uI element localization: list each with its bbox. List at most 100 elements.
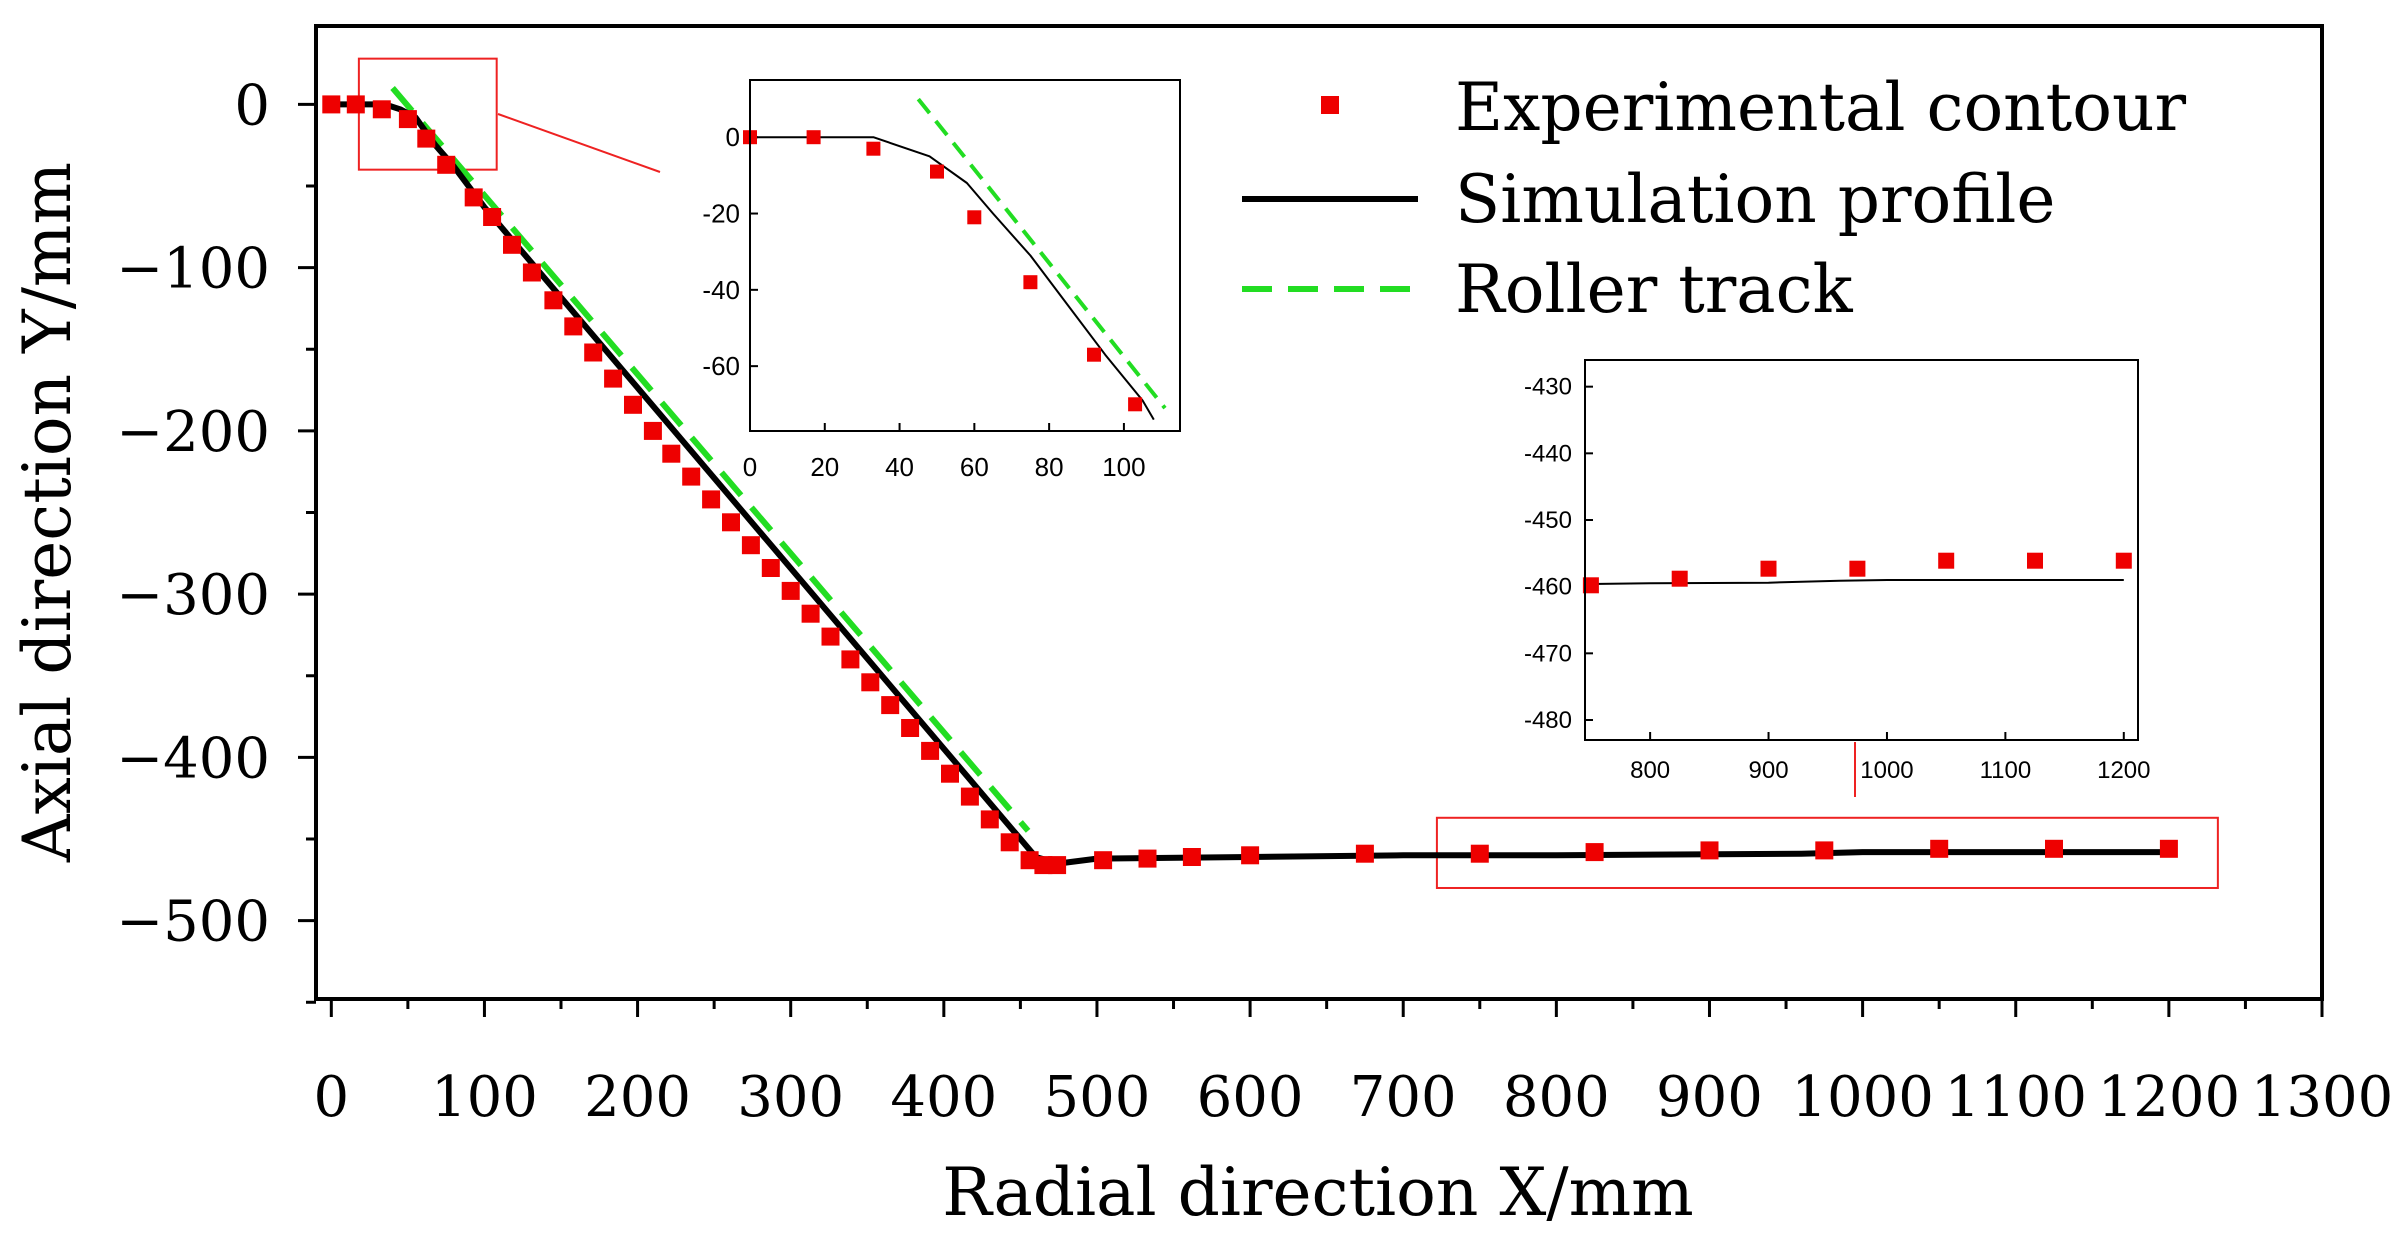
inset-end-y-tick-label: -450	[1524, 507, 1572, 534]
experimental-point	[522, 263, 541, 282]
inset-end-ticks	[1585, 385, 2125, 740]
inset-start-simulation-line	[750, 136, 1155, 421]
experimental-point	[960, 787, 979, 806]
experimental-point	[801, 604, 820, 623]
experimental-point	[722, 513, 740, 532]
inset-end-background	[1585, 360, 2138, 740]
y-tick-label: −400	[116, 726, 270, 791]
inset-end-experimental-point	[2115, 552, 2132, 569]
x-tick-label: 100	[431, 1065, 538, 1130]
main-x-tick-labels: 0 100 200 300 400 500 600 700 800 900 1000 1100 1200…	[313, 1065, 2393, 1130]
experimental-point	[741, 536, 760, 555]
x-tick-label: 400	[890, 1065, 997, 1130]
experimental-point	[2159, 839, 2178, 858]
inset-end-frame	[1584, 359, 2139, 741]
x-tick-label: 500	[1044, 1065, 1151, 1130]
inset-end-x-tick-label: 1100	[1980, 757, 2032, 784]
x-tick-label: 900	[1656, 1065, 1763, 1130]
inset-start-frame	[749, 79, 1181, 432]
x-tick-label: 200	[584, 1065, 691, 1130]
experimental-point	[322, 95, 341, 114]
experimental-point	[781, 581, 800, 600]
inset-start-experimental-point	[930, 164, 944, 179]
experimental-point	[1138, 849, 1157, 868]
y-tick-label: −100	[116, 237, 270, 302]
inset-start-y-tick-label: -20	[702, 199, 740, 229]
inset-end-x-tick-label: 800	[1630, 757, 1670, 784]
x-tick-label: 0	[313, 1065, 349, 1130]
inset-start-connector	[497, 113, 661, 173]
inset-start-roller-track-line	[916, 97, 1167, 410]
experimental-point	[2045, 839, 2063, 858]
y-tick-label: −200	[116, 400, 270, 465]
inset-start-x-tick-label: 60	[960, 452, 989, 482]
experimental-point	[881, 696, 900, 715]
experimental-point	[346, 95, 365, 114]
inset-start-x-tick-label: 80	[1035, 452, 1064, 482]
zoom-box	[357, 57, 498, 171]
inset-start-experimental-point	[1128, 397, 1143, 412]
experimental-point	[1034, 856, 1053, 875]
experimental-point	[1241, 846, 1260, 865]
main-plot: 0 100 200 300 400 500 600 700 800 900 1000 1100 1200…	[9, 24, 2393, 1231]
experimental-point	[702, 490, 721, 509]
experimental-point	[1700, 841, 1719, 860]
legend-marker-experimental	[1321, 96, 1339, 114]
x-tick-label: 1200	[2098, 1065, 2241, 1130]
inset-end-experimental-point	[1938, 552, 1955, 569]
inset-end-y-tick-label: -440	[1524, 440, 1572, 467]
y-tick-label: 0	[234, 73, 270, 138]
legend-label-simulation: Simulation profile	[1455, 161, 2055, 238]
inset-end-series	[1582, 552, 2132, 594]
inset-start-x-tick-label: 20	[810, 452, 839, 482]
experimental-point	[398, 110, 417, 129]
experimental-point	[564, 317, 583, 336]
y-axis-label: Axial direction Y/mm	[9, 162, 86, 863]
inset-end-y-tick-label: -470	[1524, 640, 1572, 667]
experimental-point	[821, 627, 840, 646]
experimental-point	[761, 559, 780, 577]
inset-end-experimental-point	[1671, 570, 1688, 587]
inset-start-experimental-point	[967, 210, 982, 225]
inset-start-experimental-point	[1023, 275, 1038, 290]
inset-start-y-tick-label: -40	[702, 275, 740, 305]
inset-start-x-tick-labels: 0 20 40 60 80 100	[743, 452, 1146, 482]
inset-end-x-tick-label: 900	[1749, 757, 1789, 784]
inset-start-x-tick-label: 100	[1102, 452, 1145, 482]
experimental-point	[503, 235, 521, 254]
inset-end-simulation-line	[1590, 579, 2124, 585]
inset-start-experimental-point	[806, 130, 821, 145]
x-tick-label: 1100	[1944, 1065, 2087, 1130]
experimental-point	[643, 421, 662, 440]
experimental-point	[682, 467, 701, 486]
x-tick-label: 1000	[1791, 1065, 1934, 1130]
inset-start-y-tick-labels: 0 -20 -40 -60	[702, 122, 740, 381]
experimental-point	[372, 100, 391, 119]
experimental-point	[604, 369, 623, 388]
experimental-point	[1355, 844, 1374, 863]
inset-start-x-tick-label: 0	[743, 452, 757, 482]
experimental-point	[483, 208, 502, 226]
experimental-point	[1094, 851, 1113, 870]
experimental-point	[464, 188, 483, 207]
inset-start-y-tick-label: -60	[702, 351, 740, 381]
x-tick-label: 600	[1197, 1065, 1304, 1130]
legend-label-experimental: Experimental contour	[1455, 69, 2186, 146]
experimental-point	[1585, 843, 1604, 862]
experimental-point	[1182, 848, 1201, 866]
experimental-point	[662, 444, 681, 463]
inset-end-experimental-point	[1760, 560, 1777, 577]
experimental-point	[921, 741, 940, 760]
experimental-point	[980, 810, 999, 829]
experimental-point	[437, 155, 456, 174]
x-axis-label: Radial direction X/mm	[942, 1154, 1694, 1231]
inset-end-y-tick-label: -430	[1524, 374, 1572, 401]
legend: Experimental contour Simulation profile …	[1242, 69, 2186, 328]
x-tick-label: 1300	[2251, 1065, 2394, 1130]
inset-end-x-tick-labels: 800 900 1000 1100 1200	[1630, 757, 2150, 784]
experimental-point	[861, 673, 880, 692]
experimental-point	[544, 291, 563, 310]
experimental-point	[1000, 833, 1019, 852]
x-tick-label: 300	[737, 1065, 844, 1130]
